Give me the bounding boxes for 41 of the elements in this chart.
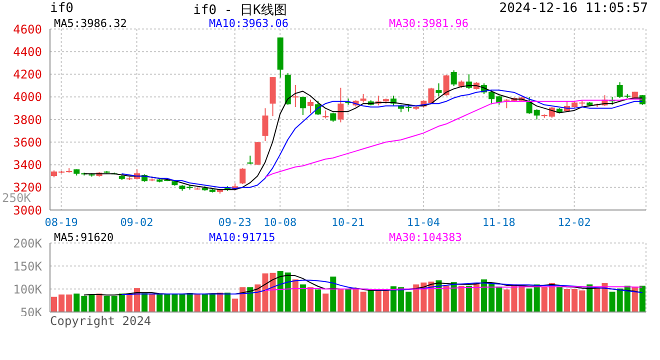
x-tick-label: 12-02 bbox=[558, 216, 591, 229]
y-tick-label: 3000 bbox=[13, 203, 42, 218]
x-tick-label: 09-02 bbox=[120, 216, 154, 229]
candlestick bbox=[262, 108, 268, 142]
text: MA5:91620 bbox=[54, 231, 115, 244]
text: MA10:91715 bbox=[209, 231, 276, 244]
candlestick bbox=[254, 142, 261, 166]
text: MA30:3981.96 bbox=[389, 17, 470, 30]
y-tick-label: 4000 bbox=[13, 90, 42, 104]
text: MA5:3986.32 bbox=[54, 17, 128, 30]
y-tick-label: 4400 bbox=[13, 44, 42, 59]
x-tick-label: 10-08 bbox=[264, 216, 297, 229]
x-tick-label: 10-21 bbox=[331, 216, 365, 229]
x-tick-label: 11-04 bbox=[406, 216, 440, 229]
text: MA10:3963.06 bbox=[209, 17, 290, 30]
text: 250K bbox=[2, 191, 31, 205]
chart-subtitle: if0 bbox=[50, 1, 74, 16]
y-tick-label: 150K bbox=[13, 259, 43, 274]
x-tick-label: 09-23 bbox=[218, 216, 252, 229]
text: 2024-12-16 11:05:57 bbox=[499, 1, 648, 16]
chart-title: if0 - 日K线图 bbox=[192, 2, 288, 18]
candlestick bbox=[436, 82, 442, 97]
candlestick bbox=[330, 112, 336, 122]
y-tick-label: 3400 bbox=[13, 158, 42, 172]
candlestick bbox=[338, 87, 344, 123]
candlestick bbox=[308, 99, 314, 114]
line-series bbox=[121, 280, 643, 296]
y-tick-label: 4600 bbox=[13, 22, 42, 36]
y-tick-label: 4200 bbox=[13, 68, 42, 82]
candlestick bbox=[300, 96, 306, 116]
y-tick-label: 3800 bbox=[13, 112, 42, 127]
candlestick bbox=[443, 74, 450, 96]
y-tick-label: 100K bbox=[13, 282, 43, 296]
y-tick-label: 3600 bbox=[13, 135, 42, 150]
candlestick bbox=[240, 168, 246, 184]
x-tick-label: 08-19 bbox=[44, 216, 78, 229]
candlestick bbox=[450, 70, 457, 87]
text: MA30:104383 bbox=[389, 231, 463, 244]
x-tick-label: 11-18 bbox=[482, 216, 516, 229]
text: Copyright 2024 bbox=[50, 314, 152, 328]
y-tick-label: 200K bbox=[13, 236, 43, 250]
